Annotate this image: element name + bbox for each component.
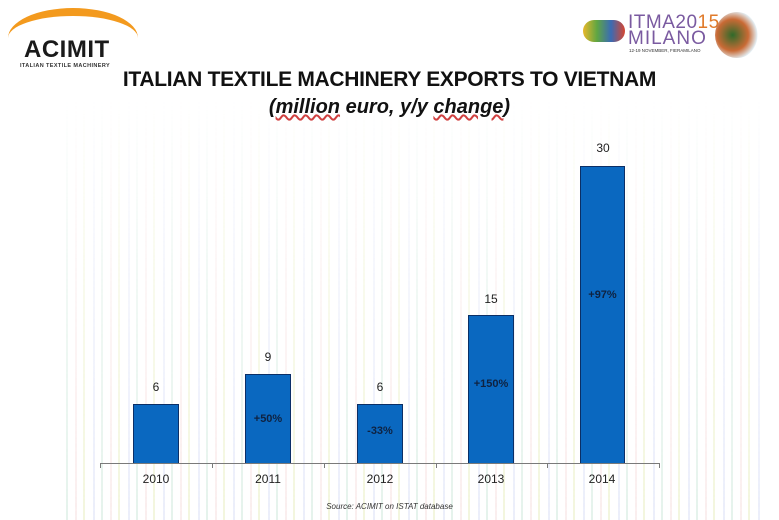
itma-line2: MILANO: [628, 28, 707, 49]
itma-decoration-icon: [715, 12, 759, 58]
logo-subtitle: ITALIAN TEXTILE MACHINERY: [20, 63, 111, 69]
bar-change-label: +97%: [588, 289, 617, 301]
bar-change-label: +50%: [253, 413, 283, 425]
itma-mark-icon: [583, 20, 625, 42]
chart-title: ITALIAN TEXTILE MACHINERY EXPORTS TO VIE…: [122, 68, 657, 91]
x-tick-label: 2013: [477, 472, 505, 486]
logo-arc-icon: [8, 8, 138, 68]
bar-change-label: +150%: [473, 378, 509, 390]
bar-2014: +97%: [580, 166, 625, 464]
bar-2013: +150%: [468, 315, 514, 464]
axis-tick: [324, 463, 325, 468]
bar-value-label: 6: [376, 380, 384, 394]
itma-line3: 12-19 NOVEMBER, FIERAMILANO: [629, 48, 701, 53]
axis-tick: [100, 463, 101, 468]
axis-tick: [659, 463, 660, 468]
acimit-logo: ACIMIT ITALIAN TEXTILE MACHINERY: [6, 6, 141, 69]
bar-value-label: 6: [152, 380, 160, 394]
itma-logo: ITMA2015 MILANO 12-19 NOVEMBER, FIERAMIL…: [583, 8, 775, 58]
bar-value-label: 30: [596, 141, 610, 155]
x-tick-label: 2014: [588, 472, 616, 486]
x-tick-label: 2011: [255, 472, 281, 486]
logo-name: ACIMIT: [24, 36, 110, 63]
bar-change-label: -33%: [367, 425, 393, 437]
axis-tick: [547, 463, 548, 468]
axis-tick: [212, 463, 213, 468]
axis-tick: [436, 463, 437, 468]
chart-subtitle: (million euro, y/y change): [268, 96, 511, 118]
itma-line1: ITMA2015: [628, 12, 720, 33]
x-tick-label: 2012: [366, 472, 394, 486]
source-note: Source: ACIMIT on ISTAT database: [326, 502, 453, 511]
bar-2010: [133, 404, 179, 464]
x-tick-label: 2010: [142, 472, 170, 486]
bar-2011: +50%: [245, 374, 291, 464]
x-axis: [100, 463, 660, 464]
bar-value-label: 9: [264, 350, 272, 364]
bar-value-label: 15: [484, 292, 498, 306]
bar-2012: -33%: [357, 404, 403, 464]
